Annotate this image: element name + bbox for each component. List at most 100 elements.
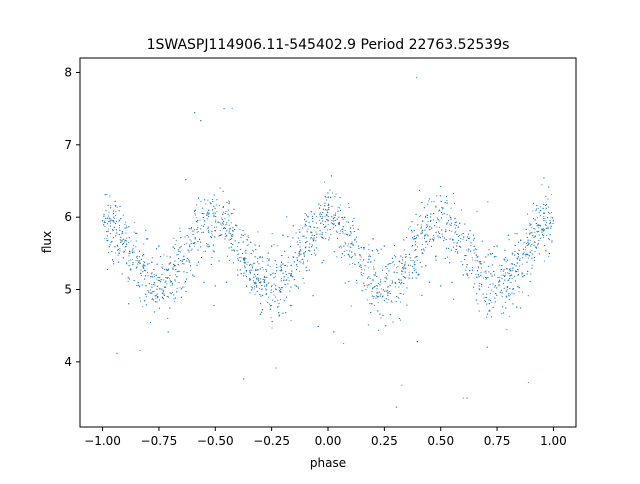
data-point	[247, 244, 249, 246]
data-point	[518, 265, 520, 267]
data-point	[244, 261, 246, 264]
data-point	[545, 224, 547, 226]
data-point	[432, 219, 435, 221]
data-point	[315, 231, 317, 233]
data-point	[533, 259, 535, 261]
data-point	[445, 247, 448, 249]
data-point	[363, 248, 365, 250]
data-point	[403, 293, 405, 295]
data-point	[376, 275, 378, 278]
data-point	[458, 245, 461, 248]
data-point	[126, 262, 128, 264]
data-point	[167, 331, 169, 333]
data-point	[298, 252, 300, 254]
data-point	[506, 329, 508, 331]
data-point	[543, 212, 546, 214]
data-point	[507, 234, 510, 236]
data-point	[245, 275, 247, 277]
data-point	[262, 294, 264, 297]
data-point	[280, 268, 282, 271]
data-point	[469, 270, 471, 272]
data-point	[284, 264, 286, 267]
data-point	[144, 270, 147, 272]
data-point	[269, 308, 271, 310]
data-point	[124, 239, 126, 241]
data-point	[371, 287, 374, 289]
data-point	[545, 204, 547, 206]
data-point	[405, 237, 408, 239]
data-point	[502, 270, 504, 272]
data-point	[438, 209, 441, 211]
data-point	[449, 215, 451, 217]
data-point	[402, 275, 404, 277]
data-point	[388, 299, 390, 301]
data-point	[326, 209, 328, 211]
data-point	[530, 245, 532, 247]
data-point	[415, 271, 417, 273]
data-point	[203, 199, 205, 201]
data-point	[319, 214, 321, 216]
data-point	[229, 233, 231, 235]
data-point	[136, 284, 138, 286]
data-point	[109, 195, 111, 197]
data-point	[244, 267, 246, 269]
data-point	[373, 266, 375, 268]
data-point	[549, 234, 551, 236]
data-point	[296, 259, 298, 262]
data-point	[151, 261, 153, 263]
data-point	[537, 230, 539, 232]
data-point	[103, 213, 105, 215]
data-point	[251, 264, 253, 266]
data-point	[491, 301, 493, 303]
data-point	[518, 241, 520, 243]
data-point	[517, 253, 520, 255]
data-point	[336, 256, 338, 258]
data-point	[446, 223, 448, 225]
data-point	[505, 296, 508, 298]
data-point	[474, 252, 476, 254]
data-point	[426, 224, 428, 226]
data-point	[520, 240, 522, 242]
data-point	[531, 253, 534, 255]
data-point	[187, 236, 190, 238]
data-point	[325, 238, 327, 240]
data-point	[440, 201, 442, 203]
data-point	[244, 263, 246, 265]
data-point	[463, 236, 465, 238]
data-point	[545, 195, 547, 198]
data-point	[225, 224, 227, 226]
data-point	[485, 277, 488, 279]
data-point	[508, 268, 510, 270]
data-point	[421, 202, 423, 204]
data-point	[315, 222, 317, 224]
data-point	[341, 216, 343, 219]
data-point	[247, 261, 249, 263]
data-point	[259, 313, 261, 315]
data-point	[457, 226, 459, 228]
data-point	[174, 247, 176, 249]
data-point	[194, 238, 196, 240]
data-point	[461, 234, 463, 236]
data-point	[139, 262, 141, 264]
data-point	[115, 206, 117, 208]
data-point	[411, 231, 413, 233]
data-point	[190, 228, 192, 230]
data-point	[153, 269, 155, 271]
data-point	[136, 255, 138, 257]
data-point	[145, 229, 147, 231]
data-point	[516, 257, 518, 259]
data-point	[305, 214, 308, 216]
data-point	[455, 248, 457, 251]
data-point	[440, 285, 442, 287]
data-point	[122, 257, 124, 259]
data-point	[427, 203, 429, 205]
data-point	[228, 259, 231, 262]
data-point	[128, 253, 130, 255]
data-point	[124, 246, 126, 248]
data-point	[509, 288, 511, 290]
data-point	[456, 251, 459, 253]
x-tick-label: 0.50	[427, 434, 454, 448]
data-point	[154, 285, 156, 287]
data-point	[110, 222, 112, 224]
data-point	[246, 264, 248, 266]
